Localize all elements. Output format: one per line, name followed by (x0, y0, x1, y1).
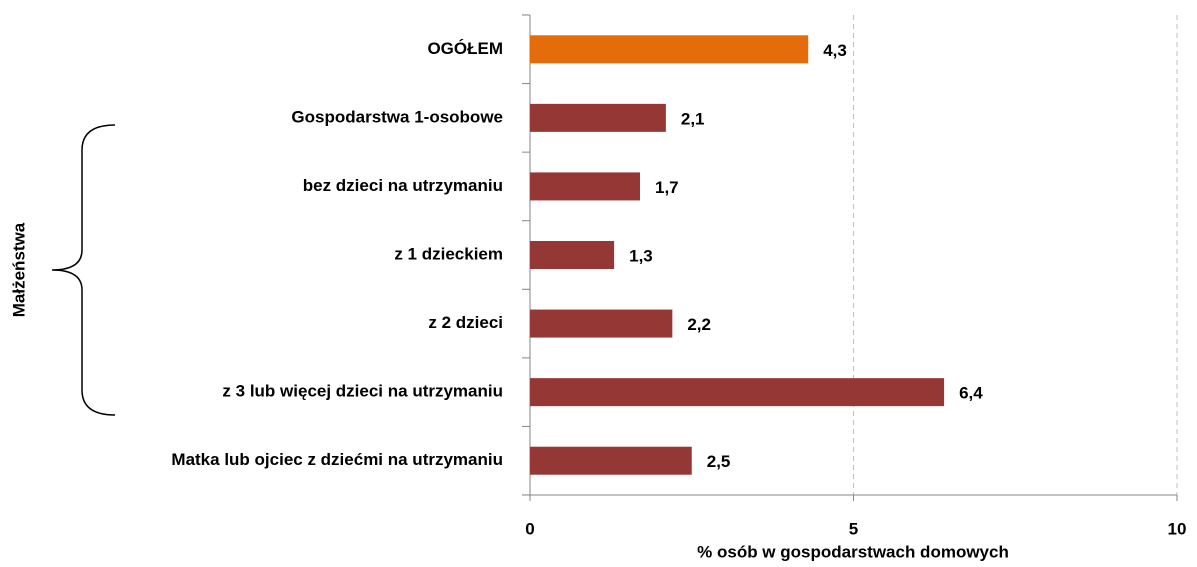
y-tick-label: OGÓŁEM (427, 39, 503, 58)
bar (530, 378, 945, 407)
value-label: 2,1 (681, 109, 705, 128)
value-label: 2,2 (687, 315, 711, 334)
value-label: 1,3 (629, 246, 653, 265)
bar (530, 241, 615, 269)
y-tick-label: z 2 dzieci (428, 313, 503, 332)
y-tick-label: Gospodarstwa 1-osobowe (291, 107, 503, 126)
bar (530, 446, 692, 475)
y-tick-label: Matka lub ojciec z dziećmi na utrzymaniu (171, 450, 503, 469)
bar (530, 172, 640, 201)
x-tick-label: 10 (1168, 519, 1187, 538)
y-tick-label: bez dzieci na utrzymaniu (303, 176, 503, 195)
x-axis-label: % osób w gospodarstwach domowych (697, 542, 1009, 561)
x-tick-label: 0 (525, 519, 534, 538)
bar (530, 35, 809, 64)
bar (530, 309, 673, 338)
y-tick-label: z 3 lub więcej dzieci na utrzymaniu (222, 382, 503, 401)
group-label: Małżeństwa (9, 222, 28, 317)
y-tick-label: z 1 dzieckiem (394, 244, 503, 263)
bar (530, 103, 666, 132)
value-label: 4,3 (823, 41, 847, 60)
group-brace (51, 124, 116, 416)
x-tick-label: 5 (849, 519, 858, 538)
value-label: 1,7 (655, 178, 679, 197)
value-label: 6,4 (959, 384, 983, 403)
value-label: 2,5 (707, 452, 731, 471)
